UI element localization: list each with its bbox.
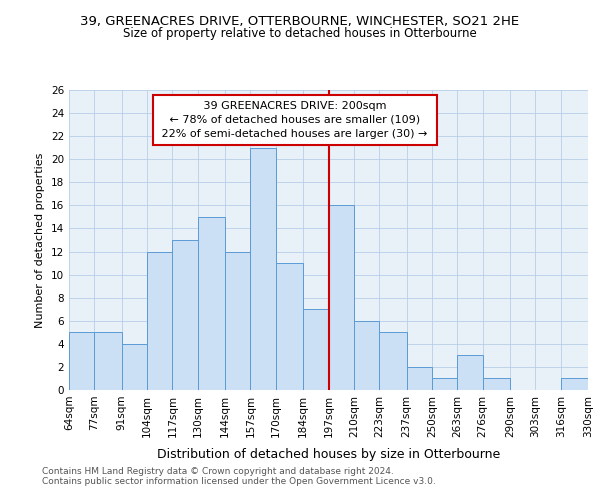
- Bar: [69, 332, 94, 390]
- Text: Size of property relative to detached houses in Otterbourne: Size of property relative to detached ho…: [123, 28, 477, 40]
- Bar: [354, 321, 379, 390]
- Bar: [457, 356, 482, 390]
- Bar: [303, 309, 329, 390]
- Bar: [225, 252, 250, 390]
- Bar: [432, 378, 457, 390]
- Text: 39 GREENACRES DRIVE: 200sqm 
 ← 78% of detached houses are smaller (109) 
 22% o: 39 GREENACRES DRIVE: 200sqm ← 78% of det…: [158, 101, 431, 139]
- Bar: [379, 332, 407, 390]
- Text: 39, GREENACRES DRIVE, OTTERBOURNE, WINCHESTER, SO21 2HE: 39, GREENACRES DRIVE, OTTERBOURNE, WINCH…: [80, 15, 520, 28]
- Bar: [482, 378, 510, 390]
- Bar: [250, 148, 276, 390]
- Bar: [172, 240, 198, 390]
- Bar: [407, 367, 432, 390]
- Text: Contains HM Land Registry data © Crown copyright and database right 2024.: Contains HM Land Registry data © Crown c…: [42, 467, 394, 476]
- Bar: [198, 217, 225, 390]
- Bar: [147, 252, 172, 390]
- Text: Contains public sector information licensed under the Open Government Licence v3: Contains public sector information licen…: [42, 477, 436, 486]
- Bar: [122, 344, 147, 390]
- Bar: [276, 263, 303, 390]
- Bar: [94, 332, 122, 390]
- X-axis label: Distribution of detached houses by size in Otterbourne: Distribution of detached houses by size …: [157, 448, 500, 461]
- Bar: [329, 206, 354, 390]
- Bar: [560, 378, 588, 390]
- Y-axis label: Number of detached properties: Number of detached properties: [35, 152, 46, 328]
